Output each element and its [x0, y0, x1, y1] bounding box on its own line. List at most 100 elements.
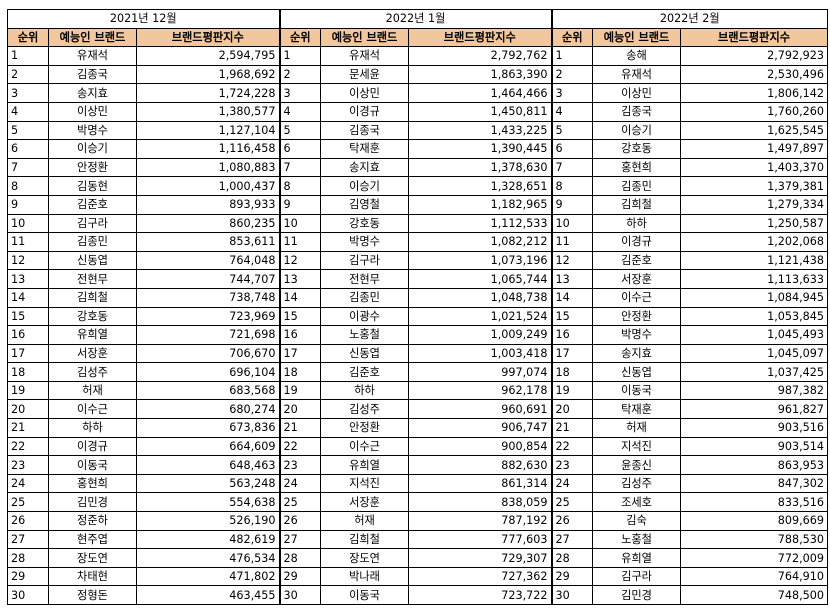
rank-cell: 23 [7, 455, 49, 475]
score-cell: 847,302 [680, 473, 829, 494]
rank-cell: 26 [550, 511, 594, 531]
brand-name-cell: 김구라 [592, 566, 682, 587]
brand-name-cell: 하하 [592, 213, 682, 234]
table-row: 20 이수근 680,274 20 김성주 960,691 20 탁재훈 961,827 [7, 399, 829, 420]
score-cell: 1,112,533 [408, 213, 553, 234]
rank-cell: 17 [7, 343, 49, 364]
brand-name-cell: 김종민 [592, 176, 682, 196]
rank-cell: 18 [550, 362, 594, 382]
brand-name-cell: 송지효 [320, 157, 410, 178]
score-cell: 1,279,334 [680, 194, 829, 215]
table-row: 22 이경규 664,609 22 이수근 900,854 22 지석진 903,514 [7, 436, 829, 457]
table-row: 6 이승기 1,116,458 6 탁재훈 1,390,445 6 강호동 1,497,897 [7, 139, 829, 159]
rank-cell: 4 [7, 101, 49, 122]
brand-name-cell: 김종국 [48, 64, 137, 85]
table-row: 8 김동현 1,000,437 8 이승기 1,328,651 8 김종민 1,379,381 [7, 176, 829, 196]
score-cell: 1,021,524 [408, 306, 553, 327]
rank-cell: 15 [7, 306, 49, 327]
brand-header: 예능인 브랜드 [48, 27, 137, 48]
rank-cell: 4 [278, 101, 322, 122]
brand-name-cell: 유재석 [320, 46, 410, 66]
brand-name-cell: 조세호 [592, 492, 682, 513]
rank-cell: 6 [7, 139, 49, 159]
brand-name-cell: 신동엽 [592, 362, 682, 382]
rank-cell: 21 [7, 418, 49, 438]
score-cell: 788,530 [680, 529, 829, 550]
rank-cell: 20 [550, 399, 594, 420]
brand-name-cell: 하하 [320, 380, 410, 401]
score-cell: 729,307 [408, 548, 553, 568]
score-cell: 1,037,425 [680, 362, 829, 382]
brand-name-cell: 김종민 [320, 287, 410, 308]
score-cell: 664,609 [135, 436, 281, 457]
rank-cell: 27 [550, 529, 594, 550]
score-cell: 772,009 [680, 548, 829, 568]
brand-name-cell: 김구라 [48, 213, 137, 234]
rank-cell: 16 [7, 325, 49, 345]
rank-cell: 9 [278, 194, 322, 215]
brand-name-cell: 이경규 [320, 101, 410, 122]
rank-cell: 14 [550, 287, 594, 308]
rank-cell: 7 [550, 157, 594, 178]
table-row: 4 이상민 1,380,577 4 이경규 1,450,811 4 김종국 1,760,260 [7, 101, 829, 122]
table-row: 19 허재 683,568 19 하하 962,178 19 이동국 987,382 [7, 380, 829, 401]
rank-cell: 13 [7, 269, 49, 289]
score-cell: 1,202,068 [680, 232, 829, 252]
period-title-row: 2021년 12월 2022년 1월 2022년 2월 [6, 9, 829, 29]
table-row: 27 현주엽 482,619 27 김희철 777,603 27 노홍철 788,530 [7, 529, 829, 550]
score-header: 브랜드평판지수 [680, 27, 829, 48]
score-cell: 1,433,225 [408, 120, 553, 141]
brand-name-cell: 김숙 [592, 511, 682, 531]
score-cell: 1,497,897 [680, 139, 829, 159]
score-cell: 987,382 [680, 380, 829, 401]
brand-name-cell: 이수근 [320, 436, 410, 457]
score-cell: 1,009,249 [408, 325, 553, 345]
brand-name-cell: 신동엽 [48, 250, 137, 271]
score-cell: 1,328,651 [408, 176, 553, 196]
rank-cell: 12 [7, 250, 49, 271]
score-cell: 1,084,945 [680, 287, 829, 308]
score-cell: 1,403,370 [680, 157, 829, 178]
rank-cell: 30 [278, 585, 322, 605]
brand-name-cell: 박명수 [592, 325, 682, 345]
brand-header: 예능인 브랜드 [320, 27, 410, 48]
score-cell: 853,611 [135, 232, 281, 252]
brand-name-cell: 강호동 [592, 139, 682, 159]
rank-cell: 22 [278, 436, 322, 457]
rank-cell: 25 [7, 492, 49, 513]
rank-cell: 28 [550, 548, 594, 568]
brand-name-cell: 김성주 [320, 399, 410, 420]
score-cell: 476,534 [135, 548, 281, 568]
brand-name-cell: 탁재훈 [320, 139, 410, 159]
score-cell: 777,603 [408, 529, 553, 550]
rank-cell: 13 [550, 269, 594, 289]
score-cell: 764,910 [680, 566, 829, 587]
brand-name-cell: 안정환 [592, 306, 682, 327]
table-row: 5 박명수 1,127,104 5 김종국 1,433,225 5 이승기 1,625,545 [7, 120, 829, 141]
table-row: 12 신동엽 764,048 12 김구라 1,073,196 12 김준호 1,121,438 [7, 250, 829, 271]
score-cell: 1,464,466 [408, 83, 553, 103]
score-cell: 683,568 [135, 380, 281, 401]
table-row: 15 강호동 723,969 15 이광수 1,021,524 15 안정환 1,053,845 [7, 306, 829, 327]
score-cell: 863,953 [680, 455, 829, 475]
brand-name-cell: 김영철 [320, 194, 410, 215]
score-cell: 706,670 [135, 343, 281, 364]
rank-cell: 5 [550, 120, 594, 141]
score-cell: 1,724,228 [135, 83, 281, 103]
rank-cell: 12 [550, 250, 594, 271]
ranking-sheet: 2021년 12월 2022년 1월 2022년 2월 순위 예능인 브랜드 브… [6, 9, 829, 605]
score-cell: 893,933 [135, 194, 281, 215]
rank-cell: 7 [278, 157, 322, 178]
score-cell: 764,048 [135, 250, 281, 271]
period-title: 2022년 1월 [278, 9, 553, 29]
rank-cell: 18 [278, 362, 322, 382]
score-cell: 738,748 [135, 287, 281, 308]
rank-cell: 7 [7, 157, 49, 178]
ranking-rows: 1 유재석 2,594,795 1 유재석 2,792,762 1 송해 2,792,923 2 김… [7, 46, 829, 605]
brand-name-cell: 안정환 [320, 418, 410, 438]
rank-cell: 1 [278, 46, 322, 66]
brand-name-cell: 홍현희 [48, 473, 137, 494]
rank-cell: 29 [550, 566, 594, 587]
score-cell: 1,080,883 [135, 157, 281, 178]
score-cell: 1,379,381 [680, 176, 829, 196]
